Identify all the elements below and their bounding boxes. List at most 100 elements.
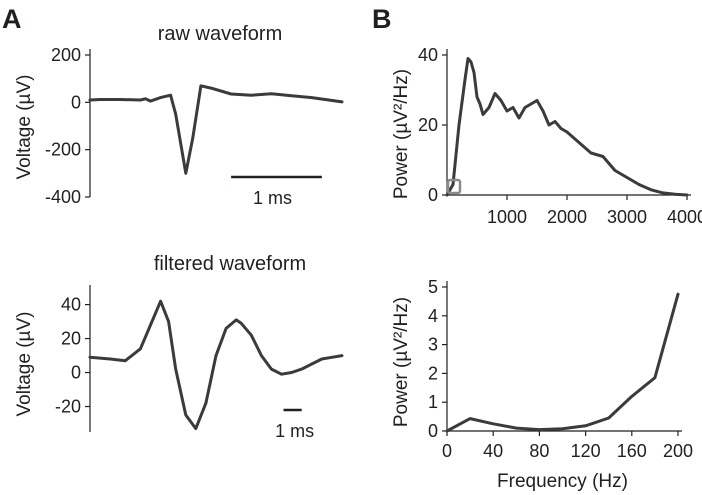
- data-point-raw: [191, 136, 195, 140]
- y-axis-label-raw: Voltage (µV): [14, 75, 35, 180]
- y-tick-label-spectrum_low: 3: [428, 335, 438, 355]
- y-tick-label-spectrum_low: 4: [428, 306, 438, 326]
- data-point-spectrum_low: [445, 429, 449, 433]
- data-point-filtered: [194, 427, 198, 430]
- x-tick-label-spectrum_low: 80: [529, 441, 549, 461]
- x-tick-label-spectrum_low: 0: [442, 441, 452, 461]
- data-point-spectrum_low: [515, 426, 518, 430]
- data-point-spectrum_low: [584, 424, 587, 428]
- series-line-spectrum_low: [445, 292, 680, 433]
- chart-title-raw: raw waveform: [158, 23, 282, 45]
- data-point-raw: [119, 98, 122, 101]
- x-axis-label-spectrum_low: Frequency (Hz): [497, 471, 628, 492]
- data-point-spectrum_full: [565, 130, 569, 134]
- data-point-spectrum_full: [613, 169, 617, 172]
- y-tick-label-spectrum_low: 5: [428, 277, 438, 297]
- data-point-spectrum_full: [547, 123, 551, 127]
- data-point-spectrum_full: [505, 109, 509, 113]
- data-point-spectrum_low: [607, 416, 610, 420]
- chart-title-filtered: filtered waveform: [154, 253, 306, 275]
- data-point-filtered: [224, 327, 228, 330]
- data-point-filtered: [159, 299, 162, 303]
- data-point-spectrum_full: [577, 141, 581, 144]
- data-point-raw: [290, 94, 293, 97]
- data-point-raw: [270, 92, 273, 96]
- x-tick-label-spectrum_full: 4000: [667, 207, 702, 227]
- y-tick-label-spectrum_low: 2: [428, 363, 438, 383]
- data-point-spectrum_low: [468, 417, 472, 420]
- data-point-filtered: [88, 356, 92, 359]
- data-point-filtered: [260, 354, 263, 357]
- data-point-raw: [169, 94, 172, 97]
- data-point-spectrum_full: [637, 183, 641, 186]
- data-point-raw: [229, 92, 233, 96]
- data-point-raw: [144, 97, 147, 100]
- x-tick-label-spectrum_low: 200: [663, 441, 693, 461]
- data-point-spectrum_full: [511, 106, 515, 109]
- data-point-raw: [88, 98, 92, 102]
- x-tick-label-spectrum_full: 3000: [607, 207, 647, 227]
- data-point-filtered: [174, 367, 177, 371]
- data-point-spectrum_full: [541, 109, 545, 113]
- data-point-filtered: [139, 347, 142, 350]
- data-point-raw: [340, 100, 344, 104]
- data-point-spectrum_full: [487, 106, 491, 109]
- data-point-spectrum_full: [451, 183, 455, 186]
- data-point-filtered: [214, 354, 218, 357]
- data-point-spectrum_low: [630, 395, 633, 398]
- data-point-raw: [184, 172, 187, 175]
- y-tick-label-raw: -200: [45, 140, 81, 160]
- data-point-filtered: [340, 354, 344, 357]
- data-point-filtered: [310, 362, 313, 366]
- low-frequency-highlight-box: [446, 178, 462, 195]
- data-point-spectrum_full: [517, 116, 521, 120]
- x-tick-label-spectrum_full: 2000: [547, 207, 587, 227]
- panel-label-b: B: [372, 4, 392, 34]
- y-tick-label-raw: 200: [51, 45, 81, 65]
- data-point-spectrum_full: [475, 95, 479, 99]
- data-point-filtered: [234, 318, 238, 322]
- data-point-spectrum_full: [481, 113, 485, 116]
- series-line-filtered: [88, 299, 344, 431]
- y-tick-label-spectrum_full: 0: [428, 185, 438, 205]
- data-point-spectrum_low: [492, 422, 495, 425]
- series-line-spectrum_full: [445, 57, 689, 197]
- y-tick-label-spectrum_low: 1: [428, 392, 438, 412]
- y-tick-label-spectrum_full: 20: [418, 115, 438, 135]
- y-axis-label-filtered: Voltage (µV): [14, 312, 35, 417]
- data-point-filtered: [280, 373, 283, 376]
- data-point-filtered: [320, 357, 324, 361]
- data-point-raw: [250, 94, 253, 97]
- data-point-filtered: [330, 356, 334, 359]
- scale-bar-label-raw: 1 ms: [253, 188, 292, 208]
- x-tick-label-spectrum_low: 160: [617, 441, 647, 461]
- data-point-spectrum_full: [673, 193, 677, 196]
- data-point-spectrum_full: [499, 99, 503, 102]
- data-point-spectrum_full: [466, 57, 470, 60]
- data-point-spectrum_low: [561, 427, 564, 430]
- data-point-raw: [174, 112, 177, 116]
- y-tick-label-filtered: 20: [61, 329, 81, 349]
- data-point-spectrum_full: [553, 120, 557, 123]
- scale-bar-label-filtered: 1 ms: [275, 421, 314, 441]
- data-point-spectrum_full: [589, 151, 593, 155]
- data-point-filtered: [108, 357, 112, 361]
- data-point-spectrum_full: [493, 92, 497, 95]
- data-point-spectrum_full: [535, 99, 539, 102]
- data-point-raw: [159, 96, 162, 99]
- data-point-filtered: [167, 320, 170, 323]
- data-point-spectrum_full: [523, 106, 527, 109]
- data-point-spectrum_full: [601, 155, 605, 158]
- y-tick-label-spectrum_full: 40: [418, 45, 438, 65]
- data-point-spectrum_full: [469, 60, 473, 64]
- y-tick-label-raw: -400: [45, 187, 81, 207]
- y-axis-label-spectrum_low: Power (µV²/Hz): [391, 297, 412, 427]
- y-tick-label-filtered: 40: [61, 295, 81, 315]
- data-point-filtered: [124, 359, 127, 362]
- data-point-spectrum_full: [649, 188, 653, 191]
- data-point-raw: [209, 86, 213, 90]
- data-point-filtered: [250, 333, 253, 337]
- data-point-spectrum_full: [445, 193, 449, 197]
- data-point-filtered: [240, 322, 243, 325]
